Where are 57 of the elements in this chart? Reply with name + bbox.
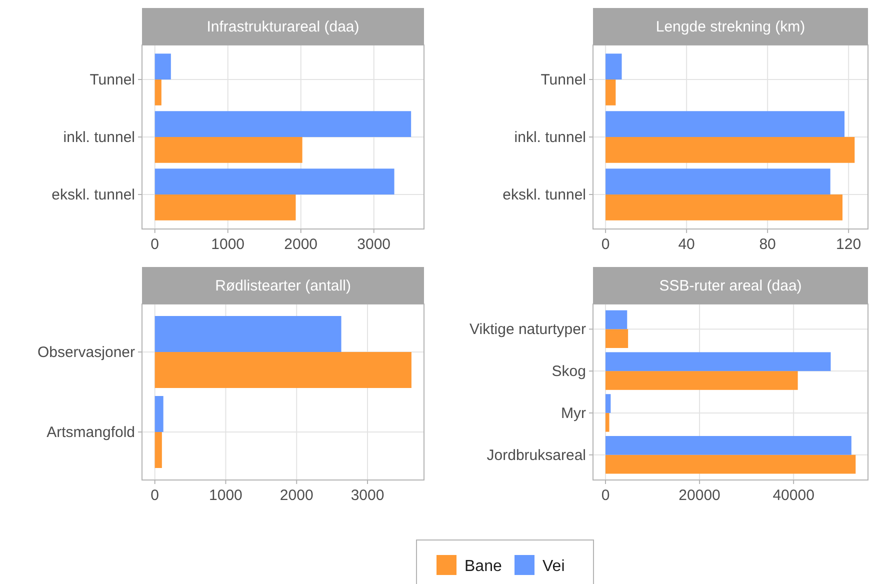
- bar: [154, 194, 296, 220]
- bar: [606, 168, 830, 194]
- bar: [154, 352, 412, 388]
- bar: [606, 436, 852, 455]
- x-tick-label: 0: [150, 236, 160, 253]
- legend-label: Bane: [464, 558, 502, 575]
- chart-title: Rødlistearter (antall): [215, 278, 351, 294]
- bar: [154, 137, 302, 163]
- x-tick-label: 2000: [284, 236, 318, 253]
- bar: [154, 111, 412, 137]
- bar: [606, 412, 610, 432]
- y-tick-label: Myr: [561, 404, 586, 422]
- y-tick-label: inkl. tunnel: [514, 129, 586, 146]
- bar: [606, 111, 845, 137]
- x-tick-label: 40000: [772, 487, 814, 504]
- x-tick-label: 1000: [209, 487, 242, 504]
- bar: [606, 194, 842, 220]
- x-tick-label: 120: [836, 236, 862, 253]
- x-tick-label: 0: [150, 487, 160, 504]
- bar: [606, 394, 611, 413]
- y-tick-label: Artsmangfold: [46, 424, 135, 441]
- bar: [154, 54, 171, 80]
- bar: [606, 371, 798, 390]
- x-tick-label: 3000: [357, 236, 391, 253]
- bar: [606, 80, 616, 106]
- y-tick-label: ekskl. tunnel: [502, 186, 586, 204]
- bar: [154, 168, 394, 194]
- bar: [606, 352, 831, 372]
- bar: [606, 310, 628, 330]
- x-tick-label: 2000: [280, 487, 314, 504]
- bar: [154, 432, 162, 468]
- y-tick-label: ekskl. tunnel: [52, 186, 135, 204]
- legend-label: Vei: [542, 558, 565, 575]
- x-tick-label: 40: [678, 236, 695, 253]
- x-tick-label: 80: [759, 236, 776, 253]
- x-tick-label: 0: [601, 487, 610, 504]
- bar: [154, 316, 342, 352]
- y-tick-label: Viktige naturtyper: [470, 321, 586, 338]
- x-tick-label: 0: [601, 236, 610, 253]
- x-tick-label: 20000: [678, 487, 720, 504]
- chart-title: Infrastrukturareal (daa): [206, 18, 360, 36]
- bar: [154, 396, 164, 432]
- y-tick-label: Skog: [552, 363, 586, 380]
- x-tick-label: 1000: [211, 236, 245, 253]
- bar: [606, 137, 855, 163]
- x-tick-label: 3000: [350, 487, 384, 504]
- chart-title: Lengde strekning (km): [656, 18, 806, 36]
- y-tick-label: inkl. tunnel: [63, 129, 135, 146]
- bar: [606, 54, 622, 80]
- y-tick-label: Tunnel: [90, 72, 135, 88]
- y-tick-label: Jordbruksareal: [486, 446, 586, 464]
- chart-title: SSB-ruter areal (daa): [659, 278, 802, 294]
- bar: [606, 454, 856, 474]
- bar: [606, 329, 628, 348]
- bar: [154, 80, 162, 106]
- y-tick-label: Tunnel: [540, 72, 586, 88]
- y-tick-label: Observasjoner: [37, 344, 135, 361]
